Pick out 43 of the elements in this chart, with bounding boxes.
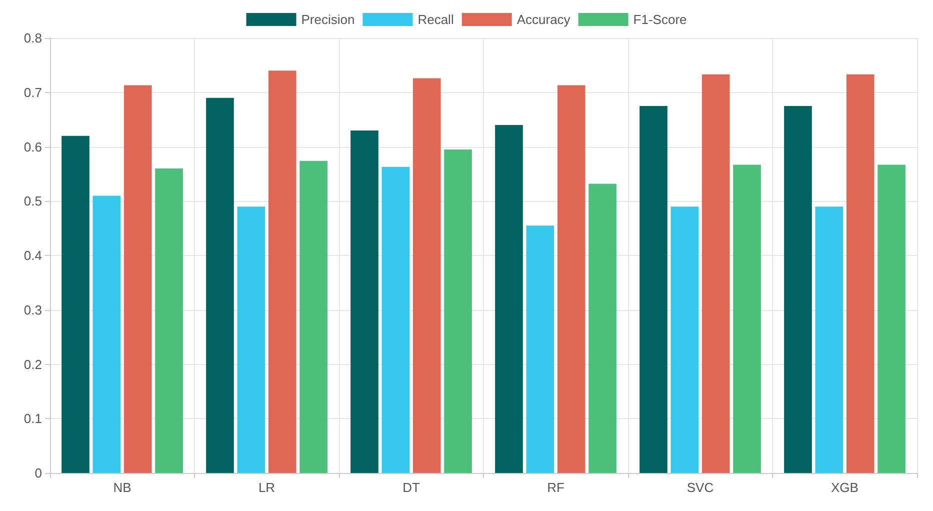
y-tick-label: 0.8 [24, 30, 42, 46]
y-tick-label: 0 [34, 466, 42, 480]
bar [702, 74, 730, 473]
x-tick-label: DT [402, 480, 420, 495]
bar [412, 78, 441, 473]
bar [92, 196, 121, 473]
bar [237, 206, 266, 473]
bar [526, 226, 554, 473]
x-tick-label: NB [113, 480, 132, 495]
bar [640, 106, 668, 473]
legend-label: Precision [301, 12, 355, 27]
bar [670, 206, 699, 473]
bar [784, 106, 812, 473]
y-tick-label: 0.3 [24, 302, 42, 318]
legend-label: Recall [418, 12, 454, 27]
y-tick-label: 0.7 [24, 84, 42, 100]
bar [300, 160, 328, 473]
y-tick-label: 0.6 [24, 139, 42, 154]
bar [588, 184, 616, 473]
x-tick-label: XGB [831, 480, 858, 495]
bar [815, 206, 844, 473]
bar [206, 98, 234, 473]
bar [846, 74, 874, 473]
bar [124, 85, 152, 473]
x-tick-label: RF [547, 480, 564, 495]
bar [495, 125, 523, 473]
y-tick-label: 0.1 [24, 411, 42, 426]
x-tick-label: LR [258, 480, 276, 495]
bar [444, 149, 472, 473]
bar [155, 168, 183, 473]
bar [382, 166, 410, 473]
y-tick-label: 0.5 [24, 194, 42, 209]
bar [268, 70, 296, 473]
x-tick-label: SVC [686, 480, 714, 495]
bar [350, 130, 378, 473]
bar [62, 136, 90, 473]
y-tick-label: 0.4 [24, 248, 42, 263]
bar [733, 164, 761, 473]
y-tick-label: 0.2 [24, 356, 42, 372]
legend-label: Accuracy [516, 12, 571, 27]
legend-label: F1-Score [633, 12, 687, 27]
bar [557, 85, 586, 473]
bar [878, 164, 906, 473]
